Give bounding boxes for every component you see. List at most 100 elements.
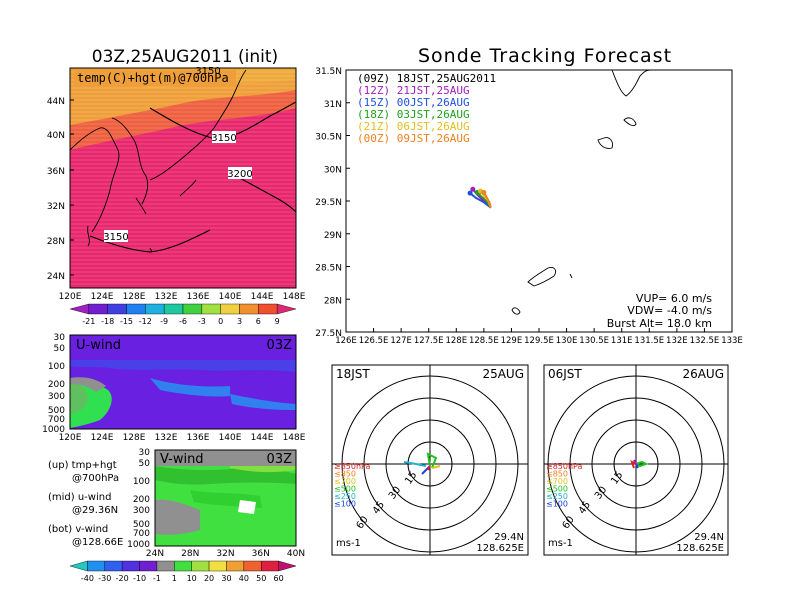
track-lon-tick: 132E (666, 336, 688, 346)
track-lon-tick: 130E (556, 336, 578, 346)
track-lon-tick: 132.5E (690, 336, 720, 346)
temp-colorbar-swatch (239, 303, 259, 315)
hodo-level-label: ≤500 (334, 485, 356, 494)
track-lon-tick: 126E (335, 336, 357, 346)
temp-map-panel: temp(C)+hgt(m)@700hPa 3150 3200 3150 315… (47, 66, 306, 302)
temp-colorbar-label: 9 (275, 317, 280, 326)
hodo-date: 25AUG (482, 367, 524, 381)
track-lat-tick: 29.5N (315, 198, 342, 208)
hodo-level-label: ≤100 (546, 500, 568, 509)
right-title: Sonde Tracking Forecast (418, 45, 672, 67)
track-lat-tick: 30.5N (315, 133, 342, 143)
note-up-1: (up) tmp+hgt (48, 460, 117, 471)
temp-colorbar-label: -6 (179, 317, 187, 326)
temp-colorbar-swatch (69, 303, 90, 315)
track-lon-tick: 129E (501, 336, 523, 346)
hodo-level-label: ≤250 (334, 492, 356, 501)
temp-colorbar-swatch (126, 303, 146, 315)
wind-colorbar-label: 10 (187, 574, 197, 583)
temp-colorbar-label: -21 (82, 317, 95, 326)
hodo-level-label: ≤250 (546, 492, 568, 501)
wind-colorbar-swatch (69, 560, 88, 572)
hodo-unit: ms-1 (336, 538, 361, 549)
wind-colorbar-label: -1 (153, 574, 161, 583)
vwind-time: 03Z (267, 452, 293, 467)
hodo-trace (427, 465, 431, 471)
vwind-lat-tick: 28N (181, 549, 199, 559)
vwind-lat-tick: 40N (287, 549, 305, 559)
vwind-p-tick: 700 (133, 529, 150, 539)
vwind-p-tick: 100 (133, 477, 150, 487)
temp-lat-tick: 40N (47, 131, 65, 141)
uwind-lon-tick: 148E (283, 433, 306, 443)
hodo-time: 18JST (336, 367, 370, 381)
temp-colorbar-label: 6 (256, 317, 261, 326)
hodo-trace (635, 460, 649, 468)
track-series-line (483, 191, 492, 208)
track-legend-entry: (18Z) 03JST,26AUG (357, 108, 470, 121)
vwind-lat-tick: 36N (252, 549, 270, 559)
track-lon-tick: 128.5E (469, 336, 499, 346)
vwind-p-tick: 1000 (127, 540, 150, 550)
temp-colorbar-label: -18 (101, 317, 114, 326)
hodo-trace (635, 463, 639, 469)
track-lon-tick: 131.5E (634, 336, 664, 346)
wind-colorbar-swatch (156, 560, 175, 572)
track-lat-tick: 31.5N (315, 67, 342, 77)
track-series-point (470, 186, 476, 192)
temp-lon-tick: 140E (219, 292, 242, 302)
track-lat-tick: 31N (324, 100, 342, 110)
track-lat-tick: 28N (324, 296, 342, 306)
contour-label-2: 3200 (227, 169, 252, 180)
legend-notes: (up) tmp+hgt @700hPa (mid) u-wind @29.36… (48, 460, 123, 548)
burst-text: Burst Alt= 18.0 km (607, 317, 712, 330)
temp-colorbar-swatch (88, 303, 108, 315)
temp-lon-tick: 124E (91, 292, 114, 302)
track-lon-tick: 130.5E (579, 336, 609, 346)
uwind-p-tick: 30 (54, 333, 66, 343)
hodo-level-label: ≤700 (546, 477, 568, 486)
wind-colorbar: -40 -30 -20 -10 -1 1 10 20 30 40 50 60 (69, 560, 297, 583)
temp-lat-tick: 36N (47, 167, 65, 177)
wind-colorbar-label: 40 (239, 574, 249, 583)
note-bot-2: @128.66E (72, 537, 123, 548)
temp-colorbar-swatch (145, 303, 165, 315)
wind-colorbar-label: -40 (81, 574, 94, 583)
note-bot-1: (bot) v-wind (48, 524, 108, 535)
track-legend-entry: (00Z) 09JST,26AUG (357, 132, 470, 145)
vup-text: VUP= 6.0 m/s (636, 292, 712, 305)
track-lon-tick: 128E (445, 336, 467, 346)
vwind-lat-tick: 32N (216, 549, 234, 559)
hodo-lon: 128.625E (676, 543, 724, 554)
hodo-lat: 29.4N (494, 532, 524, 543)
temp-colorbar-swatch (182, 303, 203, 315)
track-legend-entry: (09Z) 18JST,25AUG2011 (357, 72, 496, 85)
note-mid-2: @29.36N (72, 505, 118, 516)
wind-colorbar-swatch (121, 560, 140, 572)
track-lon-tick: 126.5E (359, 336, 389, 346)
track-legend-entry: (21Z) 06JST,26AUG (357, 120, 470, 133)
vwind-p-tick: 500 (133, 520, 150, 530)
temp-colorbar-label: -15 (120, 317, 133, 326)
vwind-lat-tick: 24N (146, 549, 164, 559)
temp-lat-tick: 44N (47, 97, 65, 107)
note-mid-1: (mid) u-wind (48, 492, 111, 503)
track-lat-tick: 30N (324, 165, 342, 175)
uwind-p-tick: 1000 (42, 425, 65, 435)
wind-colorbar-swatch (261, 560, 279, 572)
vwind-label: V-wind (160, 452, 204, 467)
temp-lon-tick: 144E (251, 292, 274, 302)
hodo-level-label: ≤850 (334, 470, 356, 479)
vdw-text: VDW= -4.0 m/s (627, 304, 712, 317)
wind-colorbar-label: 60 (274, 574, 284, 583)
contour-label-3: 3150 (103, 232, 128, 243)
hodo-time: 06JST (548, 367, 582, 381)
temp-colorbar-label: -9 (160, 317, 168, 326)
wind-colorbar-swatch (278, 560, 297, 572)
temp-lat-tick: 24N (47, 272, 65, 282)
track-legend-entry: (12Z) 21JST,25AUG (357, 84, 470, 97)
hodo-trace (633, 459, 637, 465)
vwind-p-tick: 200 (133, 495, 150, 505)
uwind-p-tick: 300 (48, 392, 65, 402)
